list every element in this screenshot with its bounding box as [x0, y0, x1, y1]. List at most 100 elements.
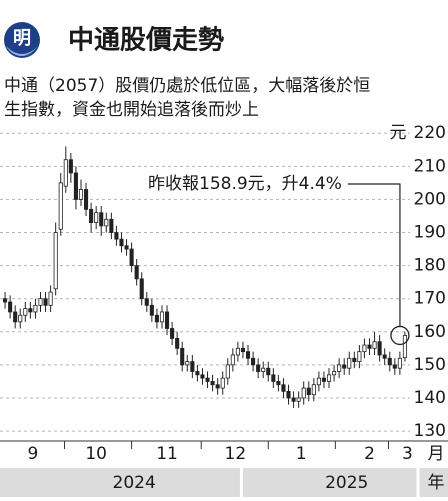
logo: 明	[4, 22, 40, 58]
chart-title: 中通股價走勢	[68, 26, 224, 56]
candle-body	[311, 384, 316, 396]
candle-body	[18, 314, 23, 323]
candle-body	[200, 374, 205, 379]
candle-body	[3, 298, 8, 303]
candle-body	[170, 328, 175, 339]
x-tick-label: 1	[296, 444, 307, 464]
candle-body	[402, 335, 407, 359]
candle-body	[367, 344, 372, 349]
y-tick-label: 170	[414, 289, 446, 309]
candle-body	[225, 364, 230, 379]
x-tick-label: 2	[364, 444, 375, 464]
y-tick-label: 180	[414, 256, 446, 276]
y-tick-label: 150	[414, 355, 446, 375]
candle-body	[357, 351, 362, 362]
candle-body	[332, 371, 337, 376]
candle-body	[149, 304, 154, 316]
candle-body	[256, 364, 261, 372]
logo-text: 明	[13, 28, 31, 49]
candle-body	[337, 364, 342, 372]
candle-body	[296, 397, 301, 402]
candle-body	[159, 311, 165, 323]
candle-body	[210, 381, 215, 386]
highlight-circle	[390, 325, 410, 346]
candle-body	[48, 291, 53, 306]
candle-body	[53, 232, 58, 290]
candle-body	[245, 351, 251, 359]
candle-body	[114, 232, 119, 240]
annotation-leader	[347, 183, 401, 327]
candle-body	[261, 367, 266, 372]
candle-body	[28, 308, 33, 313]
candle-body	[382, 354, 387, 359]
candle-body	[175, 338, 180, 349]
y-tick-label: 220	[414, 123, 446, 143]
candle-body	[73, 172, 78, 200]
annotation-bg	[144, 172, 346, 196]
candle-body	[144, 298, 149, 306]
candle-body	[134, 265, 139, 280]
y-tick-label: 130	[414, 421, 446, 441]
candle-body	[154, 314, 159, 323]
subtitle-line: 生指數，資金也開始追落後而炒上	[4, 100, 259, 120]
candle-body	[99, 212, 104, 227]
x-unit: 月	[428, 444, 445, 464]
candle-body	[321, 377, 326, 382]
candle-body	[109, 218, 114, 233]
candle-body	[84, 189, 89, 210]
logo-circle	[4, 22, 40, 58]
candle-body	[129, 248, 134, 267]
candle-body	[185, 361, 190, 366]
logo-swoosh	[6, 46, 38, 56]
candle-body	[205, 377, 210, 382]
year-label: 2024	[113, 473, 156, 493]
y-tick-label: 210	[414, 156, 446, 176]
candle-body	[326, 374, 332, 382]
annotation: 昨收報158.9元，升4.4%	[148, 174, 342, 194]
y-tick-label: 200	[414, 189, 446, 209]
candle-body	[13, 311, 18, 323]
candle-body	[68, 159, 73, 174]
candle-body	[78, 189, 84, 200]
candle-body	[89, 208, 94, 223]
candle-body	[43, 298, 48, 306]
candle-body	[266, 367, 271, 376]
candle-body	[281, 384, 286, 392]
candle-body	[8, 301, 13, 313]
candle-body	[342, 364, 347, 369]
candle-body	[276, 381, 281, 386]
candle-body	[190, 361, 195, 372]
candle-body	[362, 344, 367, 353]
candle-body	[352, 357, 357, 362]
candle-body	[235, 347, 240, 356]
candle-body	[372, 341, 377, 349]
candle-body	[119, 238, 124, 247]
candle-body	[377, 341, 382, 356]
x-tick-label: 10	[85, 444, 107, 464]
candle-body	[387, 357, 392, 366]
candle-body	[33, 304, 38, 313]
candle-body	[94, 212, 99, 223]
candle-body	[291, 397, 296, 402]
candle-body	[316, 377, 321, 386]
plot-area	[0, 132, 410, 432]
candle-body	[124, 245, 129, 250]
candle-body	[139, 278, 144, 300]
candle-body	[104, 218, 109, 227]
candle-body	[23, 308, 28, 316]
candle-body	[215, 384, 220, 389]
year-label: 2025	[325, 473, 368, 493]
candle-body	[251, 357, 256, 366]
candle-body	[301, 387, 306, 399]
y-tick-label: 190	[414, 223, 446, 243]
year-band	[0, 468, 448, 497]
candle-body	[230, 354, 235, 366]
candle-body	[38, 298, 43, 306]
candle-body	[347, 357, 352, 369]
candle-body	[397, 357, 402, 369]
x-tick-label: 11	[156, 444, 178, 464]
x-tick-label: 9	[27, 444, 38, 464]
candle-body	[164, 311, 170, 329]
candle-body	[195, 371, 200, 376]
